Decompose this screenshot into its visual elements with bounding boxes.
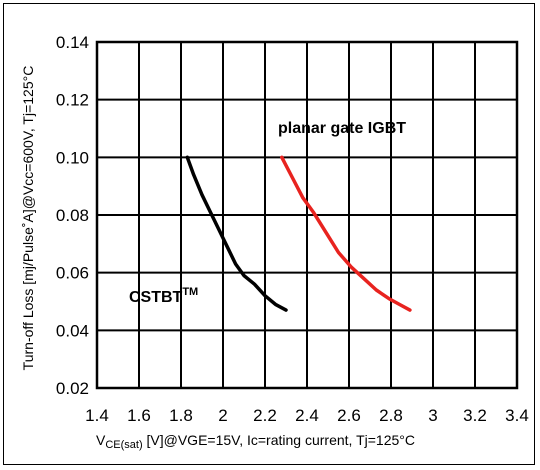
x-tick-label: 1.6 <box>127 406 151 425</box>
x-tick-label: 2.8 <box>379 406 403 425</box>
x-tick-label: 1.8 <box>169 406 193 425</box>
x-tick-label: 3.4 <box>505 406 529 425</box>
x-axis-label: VCE(sat) [V]@VGE=15V, Ic=rating current,… <box>96 432 415 451</box>
annotation-cstbt: CSTBTTM <box>129 286 198 306</box>
annotation-planar-gate-igbt: planar gate IGBT <box>278 120 406 137</box>
x-tick-label: 2.2 <box>253 406 277 425</box>
y-tick-label: 0.12 <box>56 91 89 110</box>
y-tick-label: 0.04 <box>56 321 89 340</box>
grid-lines <box>97 42 517 388</box>
plot-area-border <box>95 40 519 390</box>
annotation-cstbt-text: CSTBT <box>129 289 183 306</box>
y-tick-label: 0.02 <box>56 379 89 398</box>
series-layer <box>185 155 412 312</box>
x-tick-label: 3 <box>428 406 437 425</box>
x-tick-label: 3.2 <box>463 406 487 425</box>
x-tick-label: 2.4 <box>295 406 319 425</box>
y-tick-label: 0.14 <box>56 33 89 52</box>
x-tick-label: 2.6 <box>337 406 361 425</box>
y-tick-labels: 0.02 0.04 0.06 0.08 0.10 0.12 0.14 <box>56 33 89 398</box>
annotation-cstbt-superscript: TM <box>182 286 198 298</box>
y-tick-label: 0.08 <box>56 206 89 225</box>
series-line-planar-gate-igbt <box>280 155 412 312</box>
x-tick-label: 2 <box>218 406 227 425</box>
y-axis-label: Turn-off Loss [mj/Pulse˚A]@Vcc=600V, Tj=… <box>20 66 36 371</box>
series-line-cstbt <box>185 155 288 312</box>
y-tick-label: 0.06 <box>56 264 89 283</box>
x-tick-labels: 1.4 1.6 1.8 2 2.2 2.4 2.6 2.8 3 3.2 3.4 <box>85 406 529 425</box>
y-tick-label: 0.10 <box>56 148 89 167</box>
x-axis-label-rest: [V]@VGE=15V, Ic=rating current, Tj=125°C <box>143 432 415 448</box>
x-axis-label-subscript: CE(sat) <box>105 439 142 451</box>
x-tick-label: 1.4 <box>85 406 109 425</box>
x-axis-label-main: V <box>96 432 106 448</box>
